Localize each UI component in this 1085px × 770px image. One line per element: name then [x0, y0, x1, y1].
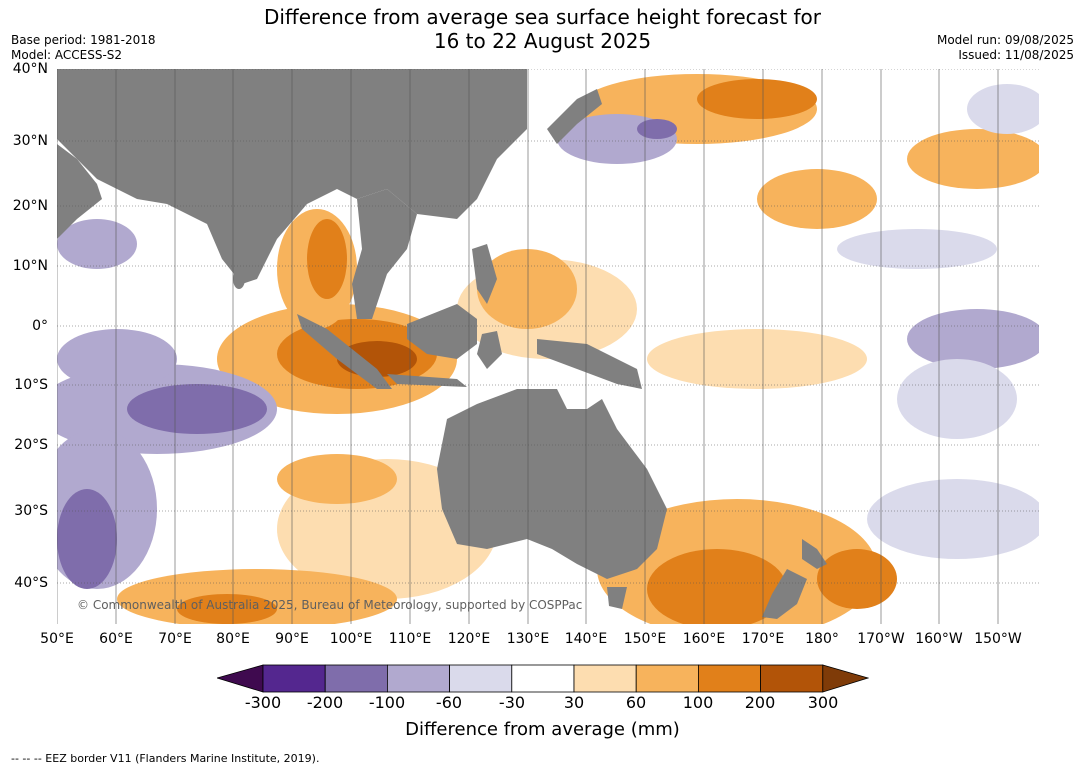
colorbar-swatch-8 [697, 664, 761, 693]
lon-label-170e: 170°E [741, 631, 785, 647]
colorbar-swatch-2 [324, 664, 388, 693]
colorbar-tick-minus60: -60 [435, 693, 463, 712]
lat-label-10s: 10°S [14, 377, 48, 393]
lon-label-110e: 110°E [388, 631, 432, 647]
meta-right: Model run: 09/08/2025 Issued: 11/08/2025 [937, 33, 1074, 63]
colorbar-tick-100: 100 [682, 693, 714, 712]
lon-label-130e: 130°E [506, 631, 550, 647]
colorbar-tick-300: 300 [807, 693, 839, 712]
lat-label-10n: 10°N [12, 258, 48, 274]
lon-label-150w: 150°W [974, 631, 1022, 647]
model-run: Model run: 09/08/2025 [936, 33, 1074, 47]
lon-label-90e: 90°E [275, 631, 309, 647]
land [57, 69, 827, 619]
colorbar-swatch-6 [573, 664, 637, 693]
lon-label-180: 180° [805, 631, 839, 647]
lon-label-160w: 160°W [915, 631, 963, 647]
lat-label-30n: 30°N [12, 133, 48, 149]
meridians [57, 69, 999, 624]
colorbar-tick-30: 30 [563, 693, 585, 712]
colorbar-swatch-7 [635, 664, 699, 693]
lon-label-140e: 140°E [564, 631, 608, 647]
colorbar-swatch-9 [760, 664, 824, 693]
colorbar-tick-minus300: -300 [244, 693, 282, 712]
colorbar-tick-minus30: -30 [498, 693, 526, 712]
lat-label-30s: 30°S [14, 503, 48, 519]
lon-label-170w: 170°W [857, 631, 905, 647]
colorbar-tick-200: 200 [744, 693, 776, 712]
sea-surface-height-map [57, 69, 1039, 624]
meta-left: Base period: 1981-2018 Model: ACCESS-S2 [11, 33, 156, 63]
colorbar-swatch-4 [449, 664, 513, 693]
model-name: Model: ACCESS-S2 [11, 48, 123, 62]
lat-label-20s: 20°S [14, 437, 48, 453]
lon-label-100e: 100°E [329, 631, 373, 647]
title-line-2: 16 to 22 August 2025 [433, 29, 652, 53]
lon-label-120e: 120°E [447, 631, 491, 647]
lon-label-80e: 80°E [216, 631, 250, 647]
colorbar-swatch-1 [262, 664, 326, 693]
issued-date: Issued: 11/08/2025 [958, 48, 1074, 62]
colorbar-tick-60: 60 [625, 693, 647, 712]
copyright-notice: © Commonwealth of Australia 2025, Bureau… [77, 598, 583, 612]
lon-label-70e: 70°E [158, 631, 192, 647]
colorbar-tick-minus100: -100 [368, 693, 406, 712]
colorbar-max-arrow [822, 664, 869, 693]
lat-label-40s: 40°S [14, 575, 48, 591]
colorbar-swatch-3 [386, 664, 450, 693]
lat-label-20n: 20°N [12, 198, 48, 214]
eez-border-note: -- -- -- EEZ border V11 (Flanders Marine… [11, 752, 320, 765]
colorbar [217, 664, 869, 693]
colorbar-min-arrow [217, 664, 264, 693]
lon-label-60e: 60°E [99, 631, 133, 647]
colorbar-label: Difference from average (mm) [405, 719, 680, 740]
base-period: Base period: 1981-2018 [11, 33, 156, 47]
lon-label-160e: 160°E [682, 631, 726, 647]
lon-label-50e: 50°E [40, 631, 74, 647]
lon-label-150e: 150°E [623, 631, 667, 647]
anomaly-field [57, 74, 1039, 624]
lat-label-40n: 40°N [12, 61, 48, 77]
lat-label-0: 0° [32, 318, 48, 334]
title-line-1: Difference from average sea surface heig… [263, 5, 822, 29]
map-title: Difference from average sea surface heig… [0, 5, 1085, 53]
colorbar-swatch-5 [511, 664, 575, 693]
colorbar-tick-minus200: -200 [306, 693, 344, 712]
